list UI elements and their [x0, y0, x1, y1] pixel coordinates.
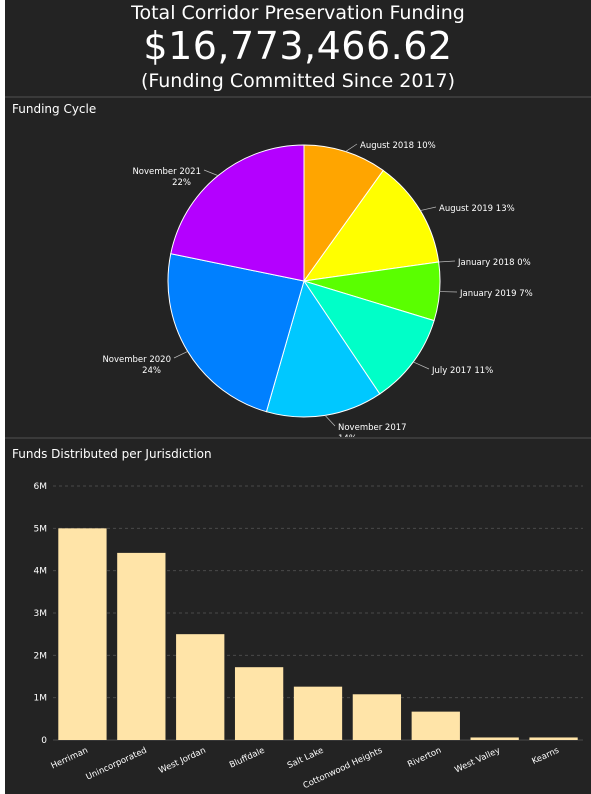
pie-slice[interactable]	[265, 279, 381, 418]
bar[interactable]	[352, 694, 402, 740]
pie-leader-line	[173, 351, 188, 359]
pie-leader-line	[324, 415, 336, 427]
pie-leader-line	[345, 143, 358, 152]
header-divider	[5, 96, 591, 98]
pie-slice-label: January 2019 7%	[459, 289, 533, 299]
funding-header: Total Corridor Preservation Funding $16,…	[5, 0, 591, 96]
bar[interactable]	[117, 552, 166, 740]
pie-slice-label: January 2018 0%	[457, 258, 531, 268]
header-title: Total Corridor Preservation Funding	[131, 2, 465, 24]
y-tick-label: 0	[41, 736, 47, 746]
pie-slice[interactable]	[167, 253, 305, 413]
bar[interactable]	[470, 737, 519, 740]
pie-slice-label: November 2021 22%	[132, 167, 201, 188]
y-tick-label: 3M	[34, 609, 48, 619]
y-tick-label: 5M	[34, 524, 48, 534]
y-tick-label: 1M	[34, 694, 48, 704]
x-tick-label: Unincorporated	[85, 746, 149, 783]
bar[interactable]	[293, 686, 343, 740]
pie-leader-line	[203, 169, 219, 176]
pie-leader-line	[420, 206, 437, 211]
y-tick-label: 2M	[34, 651, 48, 661]
pie-panel-title: Funding Cycle	[12, 102, 97, 116]
total-amount: $16,773,466.62	[143, 24, 453, 68]
x-tick-label: Riverton	[406, 746, 443, 770]
pie-chart: August 2018 10% August 2019 13% January 20…	[102, 141, 533, 437]
header-subtitle: (Funding Committed Since 2017)	[140, 70, 456, 92]
pie-slice[interactable]	[170, 144, 305, 282]
bar[interactable]	[411, 711, 460, 740]
x-tick-label: Kearns	[531, 745, 562, 766]
x-tick-label: West Valley	[453, 746, 502, 776]
bar[interactable]	[176, 634, 225, 740]
pie-leader-line	[438, 260, 456, 263]
x-tick-label: Salt Lake	[286, 746, 325, 771]
x-tick-label: Bluffdale	[228, 746, 266, 771]
y-tick-label: 4M	[34, 567, 48, 577]
y-tick-label: 6M	[34, 482, 48, 492]
pie-slice-label: July 2017 11%	[431, 366, 493, 376]
pie-slice-label: November 2020 24%	[102, 355, 171, 376]
pie-slice-label: November 201714%	[338, 423, 407, 437]
bar[interactable]	[58, 528, 107, 740]
x-tick-label: West Jordan	[157, 746, 207, 776]
panel-divider	[5, 437, 591, 439]
x-tick-label: Herriman	[50, 746, 90, 772]
pie-slice-label: August 2019 13%	[439, 204, 515, 214]
pie-leader-line	[413, 361, 430, 370]
bar-panel-title: Funds Distributed per Jurisdiction	[12, 447, 212, 461]
bar[interactable]	[234, 667, 284, 740]
bar[interactable]	[529, 737, 578, 740]
pie-slice[interactable]	[303, 144, 384, 283]
pie-slice-label: August 2018 10%	[360, 141, 436, 151]
